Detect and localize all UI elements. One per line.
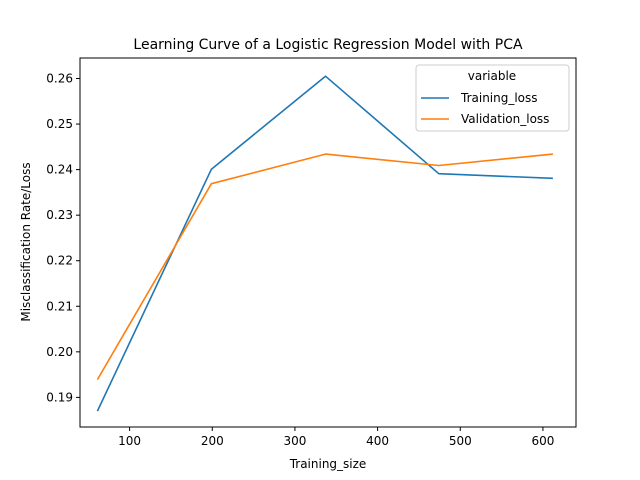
legend-box: [415, 64, 570, 132]
x-tick-label: 100: [118, 434, 141, 448]
x-tick-label: 600: [531, 434, 554, 448]
legend-title: variable: [468, 69, 516, 83]
legend-label-validation-loss: Validation_loss: [461, 112, 549, 126]
x-tick-label: 200: [201, 434, 224, 448]
legend-items: Training_loss Validation_loss: [421, 91, 549, 126]
series-line-validation-loss: [96, 153, 553, 381]
x-tick-label: 400: [366, 434, 389, 448]
plot-frame: [79, 57, 577, 428]
legend-label-training-loss: Training_loss: [460, 91, 538, 105]
y-tick-label: 0.19: [46, 390, 73, 404]
y-axis: 0.19 0.20 0.21 0.22 0.23 0.24 0.25 0.26: [46, 72, 80, 404]
y-tick-label: 0.24: [46, 163, 73, 177]
series-lines: [96, 75, 553, 412]
x-tick-label: 300: [283, 434, 306, 448]
y-tick-label: 0.21: [46, 299, 73, 313]
legend: variable Training_loss Validation_loss: [415, 64, 570, 132]
y-tick-label: 0.23: [46, 208, 73, 222]
x-tick-label: 500: [449, 434, 472, 448]
y-tick-label: 0.26: [46, 72, 73, 86]
y-tick-label: 0.20: [46, 345, 73, 359]
y-tick-label: 0.25: [46, 117, 73, 131]
x-axis-label: Training_size: [289, 457, 367, 471]
y-axis-label: Misclassification Rate/Loss: [19, 162, 33, 321]
chart-title: Learning Curve of a Logistic Regression …: [133, 37, 523, 53]
plot-area: [79, 57, 577, 428]
y-tick-label: 0.22: [46, 254, 73, 268]
x-axis: 100 200 300 400 500 600: [118, 427, 554, 448]
